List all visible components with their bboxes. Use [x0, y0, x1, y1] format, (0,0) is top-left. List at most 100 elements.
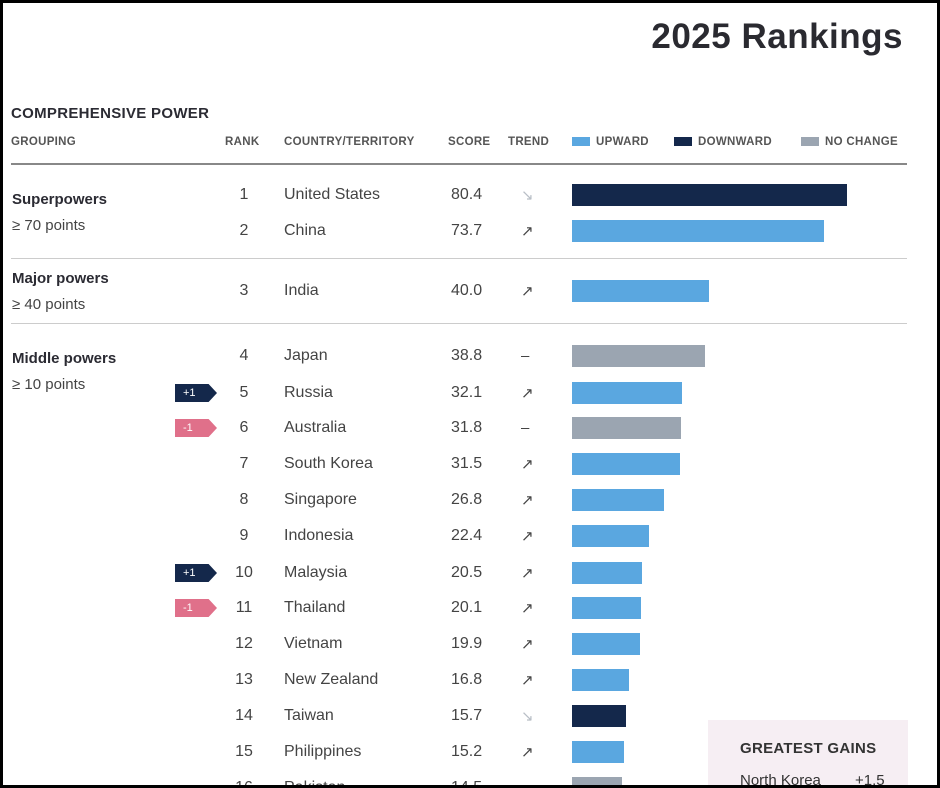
- score: 40.0: [451, 282, 483, 299]
- rank: 11: [235, 599, 253, 616]
- group-superpowers: Superpowers: [12, 191, 108, 208]
- rank: 6: [239, 419, 249, 436]
- country-name: United States: [284, 186, 381, 203]
- rank: 1: [239, 186, 249, 203]
- group-major-powers: Major powers: [12, 270, 109, 287]
- rank: 13: [235, 671, 253, 688]
- greatest-gains-title: GREATEST GAINS: [740, 740, 877, 757]
- score: 22.4: [451, 527, 483, 544]
- trend-upward-icon: ↗: [521, 223, 534, 240]
- rank: 9: [239, 527, 249, 544]
- trend-no-change-icon: –: [521, 347, 530, 365]
- country-name: Thailand: [284, 599, 346, 616]
- trend-no-change-icon: –: [521, 419, 530, 437]
- score: 31.5: [451, 455, 483, 472]
- legend-no-change: NO CHANGE: [801, 136, 898, 148]
- bar-pakistan: [572, 777, 622, 785]
- header-trend: TREND: [508, 136, 550, 148]
- legend-swatch: [674, 137, 692, 147]
- bar-vietnam: [572, 633, 641, 655]
- greatest-gains-panel: GREATEST GAINS North Korea +1.5: [708, 720, 908, 788]
- country-name: Vietnam: [284, 635, 343, 652]
- section-title: COMPREHENSIVE POWER: [11, 105, 210, 122]
- country-name: South Korea: [284, 455, 373, 472]
- rank: 10: [235, 564, 253, 581]
- country-name: Australia: [284, 419, 347, 436]
- score: 20.5: [451, 564, 483, 581]
- legend-swatch: [801, 137, 819, 147]
- bar-india: [572, 280, 709, 302]
- rank: 8: [239, 491, 249, 508]
- score: 16.8: [451, 671, 483, 688]
- rank: 16: [235, 779, 253, 788]
- score: 80.4: [451, 186, 483, 203]
- trend-downward-icon: ↘: [521, 708, 534, 725]
- page-title: 2025 Rankings: [651, 17, 903, 56]
- score: 20.1: [451, 599, 483, 616]
- rank-change-badge: -1: [175, 419, 217, 437]
- trend-upward-icon: ↗: [521, 744, 534, 761]
- trend-upward-icon: ↗: [521, 456, 534, 473]
- rank: 3: [239, 282, 249, 299]
- score: 38.8: [451, 347, 483, 364]
- bar-philippines: [572, 741, 624, 763]
- bar-russia: [572, 382, 682, 404]
- group-divider: [11, 323, 907, 324]
- rank: 5: [239, 384, 249, 401]
- bar-singapore: [572, 489, 664, 511]
- country-name: Japan: [284, 347, 328, 364]
- group-threshold: ≥ 10 points: [12, 376, 86, 393]
- trend-upward-icon: ↗: [521, 600, 534, 617]
- bar-australia: [572, 417, 681, 439]
- score: 14.5: [451, 779, 483, 788]
- header-country: COUNTRY/TERRITORY: [284, 136, 415, 148]
- header-divider: [11, 163, 907, 165]
- bar-malaysia: [572, 562, 643, 584]
- rank-change-badge: -1: [175, 599, 217, 617]
- bar-japan: [572, 345, 705, 367]
- bar-thailand: [572, 597, 641, 619]
- score: 32.1: [451, 384, 483, 401]
- country-name: Philippines: [284, 743, 362, 760]
- trend-upward-icon: ↗: [521, 636, 534, 653]
- header-grouping: GROUPING: [11, 136, 77, 148]
- trend-upward-icon: ↗: [521, 565, 534, 582]
- bar-indonesia: [572, 525, 649, 547]
- country-name: India: [284, 282, 319, 299]
- group-divider: [11, 258, 907, 259]
- gains-value: +1.5: [855, 772, 885, 788]
- country-name: Taiwan: [284, 707, 334, 724]
- header-score: SCORE: [448, 136, 491, 148]
- score: 15.7: [451, 707, 483, 724]
- trend-upward-icon: ↗: [521, 385, 534, 402]
- rank-change-badge: +1: [175, 384, 217, 402]
- legend-downward: DOWNWARD: [674, 136, 772, 148]
- bar-south-korea: [572, 453, 680, 475]
- bar-china: [572, 220, 825, 242]
- bar-united-states: [572, 184, 847, 206]
- country-name: China: [284, 222, 326, 239]
- country-name: Malaysia: [284, 564, 348, 581]
- legend-upward: UPWARD: [572, 136, 649, 148]
- trend-upward-icon: ↗: [521, 672, 534, 689]
- rank: 12: [235, 635, 253, 652]
- trend-no-change-icon: –: [521, 779, 530, 788]
- rank-change-badge: +1: [175, 564, 217, 582]
- score: 26.8: [451, 491, 483, 508]
- bar-new-zealand: [572, 669, 630, 691]
- group-threshold: ≥ 70 points: [12, 217, 86, 234]
- rank: 4: [239, 347, 249, 364]
- rank: 7: [239, 455, 249, 472]
- group-middle-powers: Middle powers: [12, 350, 117, 367]
- score: 15.2: [451, 743, 483, 760]
- header-rank: RANK: [225, 136, 260, 148]
- country-name: New Zealand: [284, 671, 379, 688]
- score: 73.7: [451, 222, 483, 239]
- bar-taiwan: [572, 705, 626, 727]
- rank: 14: [235, 707, 253, 724]
- group-threshold: ≥ 40 points: [12, 296, 86, 313]
- legend-swatch: [572, 137, 590, 147]
- country-name: Pakistan: [284, 779, 346, 788]
- country-name: Russia: [284, 384, 333, 401]
- trend-upward-icon: ↗: [521, 492, 534, 509]
